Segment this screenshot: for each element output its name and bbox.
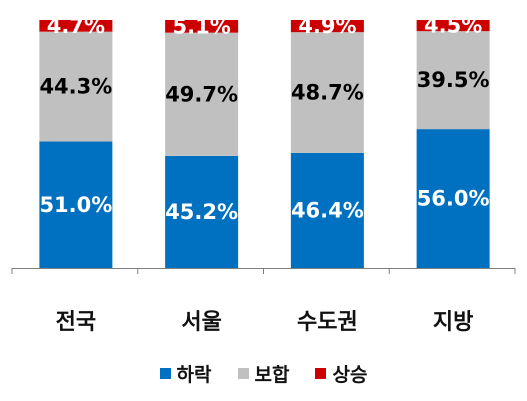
data-label: 48.7% (291, 81, 364, 105)
bar-전국-상승 (39, 20, 113, 32)
data-label: 51.0% (39, 193, 112, 217)
legend-item-decline: 하락 (159, 360, 212, 387)
category-label: 지방 (433, 310, 473, 335)
data-label: 46.4% (291, 198, 364, 222)
data-label: 56.0% (417, 187, 490, 211)
data-label: 44.3% (39, 75, 112, 99)
bar-지방-상승 (416, 20, 490, 32)
legend-item-flat: 보합 (237, 360, 290, 387)
bar-전국-하락 (39, 141, 113, 268)
legend-label-flat: 보합 (254, 363, 290, 386)
legend-swatch-decline (159, 367, 171, 379)
legend: 하락 보합 상승 (0, 358, 527, 388)
legend-label-rise: 상승 (332, 363, 368, 386)
bar-서울-하락 (165, 155, 239, 268)
data-label: 4.5% (424, 14, 482, 38)
data-label: 39.5% (417, 68, 490, 92)
data-label: 45.2% (165, 200, 238, 224)
bar-서울-상승 (165, 20, 239, 33)
data-label: 49.7% (165, 82, 238, 106)
bar-수도권-하락 (290, 152, 364, 268)
legend-item-rise: 상승 (315, 360, 367, 387)
data-label: 5.1% (173, 14, 231, 38)
bar-서울-보합 (165, 32, 239, 156)
bar-수도권-상승 (290, 20, 364, 33)
data-label: 4.9% (298, 14, 356, 38)
legend-swatch-rise (315, 367, 327, 379)
bar-지방-하락 (416, 129, 490, 268)
bar-지방-보합 (416, 31, 490, 130)
bar-전국-보합 (39, 31, 113, 142)
category-label: 서울 (181, 310, 221, 335)
data-label: 4.7% (47, 14, 105, 38)
legend-label-decline: 하락 (176, 363, 212, 386)
category-label: 전국 (56, 310, 96, 335)
category-label: 수도권 (297, 310, 358, 335)
legend-swatch-flat (237, 367, 249, 379)
bar-수도권-보합 (290, 32, 364, 153)
